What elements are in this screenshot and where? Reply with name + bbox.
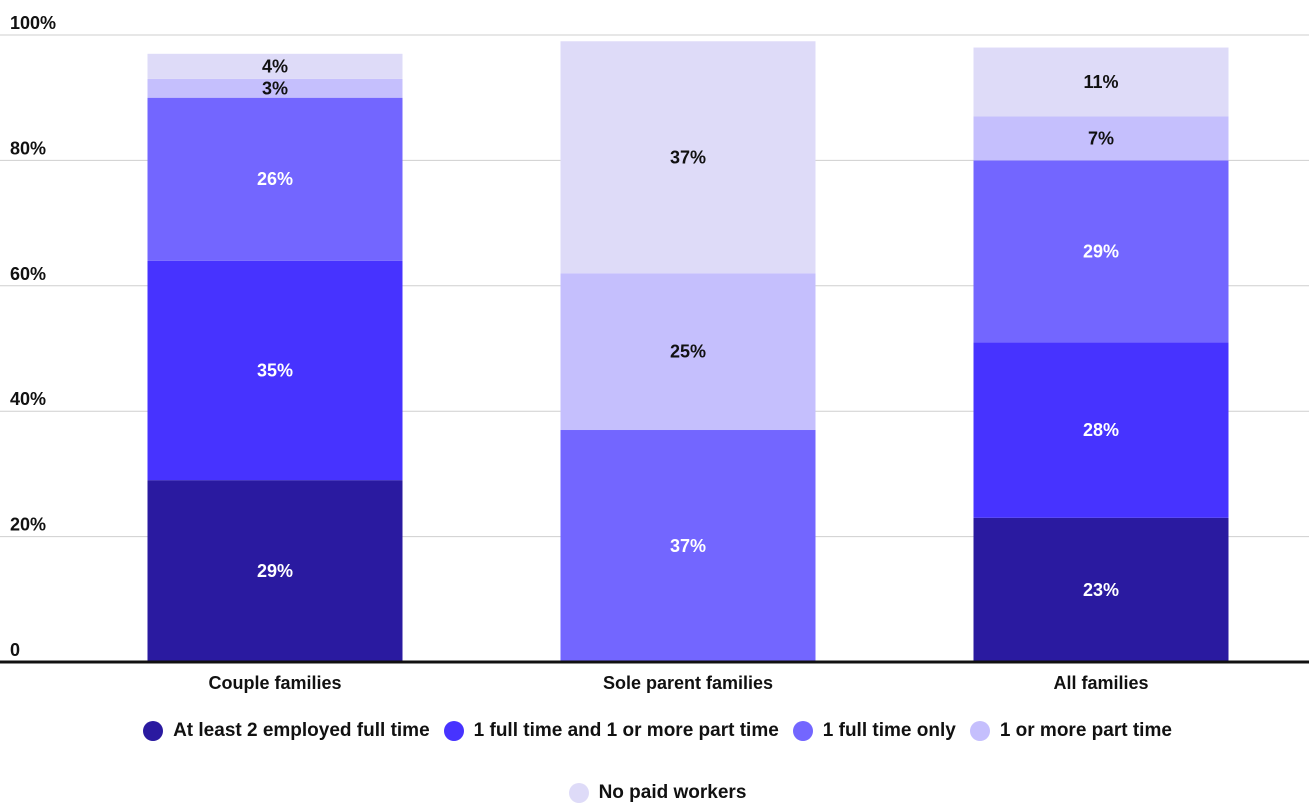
legend-swatch <box>792 721 813 741</box>
data-label: 29% <box>257 561 293 581</box>
legend-item: 1 or more part time <box>969 720 1172 742</box>
data-label: 23% <box>1083 580 1119 600</box>
legend-swatch <box>443 721 464 741</box>
legend-swatch <box>568 783 589 803</box>
bar-segment <box>973 47 1229 117</box>
category-label: Sole parent families <box>603 673 773 693</box>
legend-label: 1 full time only <box>822 720 956 741</box>
legend: At least 2 employed full time 1 full time… <box>0 720 1315 804</box>
y-tick-label: 100% <box>10 13 56 33</box>
data-label: 4% <box>262 56 288 76</box>
bar-segment <box>147 480 403 662</box>
data-label: 26% <box>257 169 293 189</box>
bar-segment <box>560 430 816 662</box>
legend-item: 1 full time only <box>792 720 956 742</box>
category-label: Couple families <box>208 673 341 693</box>
data-label: 37% <box>670 536 706 556</box>
legend-label: 1 or more part time <box>999 720 1172 741</box>
y-tick-label: 40% <box>10 389 46 409</box>
axes: 0 20% 40% 60% 80% 100% Couple families Sole par… <box>0 13 1309 693</box>
y-tick-label: 20% <box>10 515 46 535</box>
data-label: 7% <box>1088 128 1114 148</box>
bar-segment <box>973 517 1229 662</box>
legend-item: 1 full time and 1 or more part time <box>443 720 779 742</box>
stacked-bar-chart: 29%35%26%3%4%0%37%25%37%23%28%29%7%11% 0… <box>0 13 1309 693</box>
data-label: 28% <box>1083 420 1119 440</box>
bar-segment <box>147 78 403 98</box>
category-label: All families <box>1053 673 1148 693</box>
bar-segment <box>147 97 403 261</box>
data-label: 25% <box>670 342 706 362</box>
bar-segment <box>560 273 816 431</box>
legend-item: At least 2 employed full time <box>143 720 430 742</box>
bar-segment <box>560 41 816 274</box>
legend-label: At least 2 employed full time <box>173 720 430 741</box>
data-label: 35% <box>257 360 293 380</box>
data-label: 3% <box>262 78 288 98</box>
bar-segment <box>973 116 1229 161</box>
bar-segment <box>973 160 1229 343</box>
y-tick-label: 80% <box>10 138 46 158</box>
legend-item: No paid workers <box>568 782 747 804</box>
legend-label: No paid workers <box>598 782 747 803</box>
bar-segment <box>147 260 403 481</box>
y-tick-label: 0 <box>10 640 20 660</box>
bar-segments: 29%35%26%3%4%0%37%25%37%23%28%29%7%11% <box>147 41 1229 662</box>
bar-segment <box>973 342 1229 518</box>
legend-swatch <box>143 721 164 741</box>
legend-swatch <box>969 721 990 741</box>
data-label: 29% <box>1083 241 1119 261</box>
data-label: 37% <box>670 147 706 167</box>
bar-segment <box>147 53 403 79</box>
data-label: 11% <box>1083 72 1118 92</box>
legend-label: 1 full time and 1 or more part time <box>473 720 779 741</box>
y-tick-label: 60% <box>10 264 46 284</box>
